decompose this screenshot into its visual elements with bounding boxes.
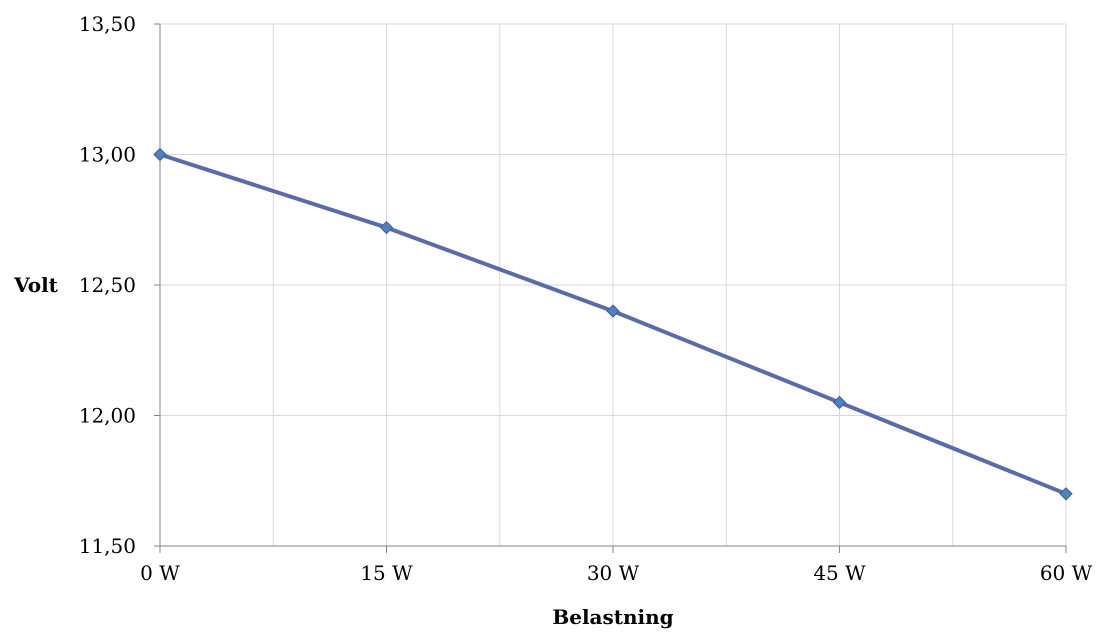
y-tick-label: 12,00 bbox=[79, 404, 136, 428]
axes bbox=[154, 23, 1067, 553]
series-voltage bbox=[153, 147, 1073, 501]
y-tick-label: 13,50 bbox=[79, 12, 136, 36]
gridlines bbox=[160, 23, 1067, 546]
data-point-marker bbox=[153, 147, 167, 162]
x-tick-label: 0 W bbox=[140, 561, 180, 585]
x-axis-title: Belastning bbox=[552, 605, 673, 629]
data-point-marker bbox=[606, 304, 620, 318]
y-tick-label: 13,00 bbox=[79, 143, 136, 167]
y-tick-label: 12,50 bbox=[79, 273, 136, 297]
x-tick-label: 30 W bbox=[587, 561, 640, 585]
y-tick-label: 11,50 bbox=[79, 534, 136, 558]
data-point-marker bbox=[379, 220, 394, 235]
y-axis-title: Volt bbox=[13, 273, 59, 297]
x-tick-labels: 0 W 15 W 30 W 45 W 60 W bbox=[140, 561, 1092, 585]
x-tick-label: 45 W bbox=[813, 561, 866, 585]
data-point-marker bbox=[832, 395, 847, 410]
y-tick-labels: 11,50 12,00 12,50 13,00 13,50 bbox=[79, 12, 136, 558]
x-tick-label: 60 W bbox=[1040, 561, 1093, 585]
x-tick-label: 15 W bbox=[360, 561, 413, 585]
data-point-marker bbox=[1059, 487, 1073, 501]
